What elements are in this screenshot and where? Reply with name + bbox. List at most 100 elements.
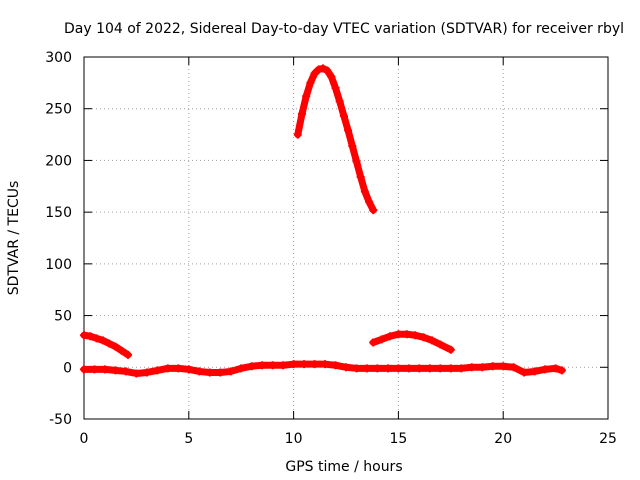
data-point	[297, 109, 306, 118]
data-point	[318, 64, 327, 73]
data-point	[306, 78, 315, 87]
data-point	[402, 330, 411, 339]
data-point	[383, 364, 392, 373]
data-point	[323, 66, 332, 75]
data-point	[153, 366, 162, 375]
x-tick-label: 25	[599, 431, 617, 447]
data-point	[419, 333, 428, 342]
data-point	[92, 334, 101, 343]
data-point	[105, 339, 114, 348]
data-point	[509, 363, 518, 372]
x-tick-label: 10	[285, 431, 303, 447]
data-point	[362, 364, 371, 373]
data-point	[342, 363, 350, 372]
data-point	[268, 361, 277, 370]
data-point	[80, 331, 88, 340]
data-point	[86, 332, 95, 341]
data-point	[530, 367, 539, 376]
tick-labels: 0 5 10 15 20 25 -50 0 50 100 150 200 250 300	[45, 50, 617, 447]
series-baseline	[80, 360, 566, 378]
data-point	[499, 362, 508, 371]
data-point	[446, 364, 455, 373]
data-point	[216, 368, 225, 377]
data-point	[327, 72, 336, 81]
data-point	[331, 84, 340, 93]
data-point	[205, 368, 214, 377]
data-point	[436, 364, 445, 373]
data-point	[142, 368, 151, 377]
data-point	[258, 361, 267, 370]
data-point	[356, 172, 365, 181]
data-point	[557, 366, 566, 375]
data-point	[195, 367, 204, 376]
series-mid-arc	[369, 330, 455, 354]
data-point	[100, 365, 109, 374]
data-point	[446, 345, 455, 354]
data-marks	[80, 64, 566, 378]
data-point	[365, 197, 374, 206]
data-point	[111, 366, 120, 375]
data-point	[310, 69, 319, 78]
data-point	[339, 111, 348, 120]
y-tick-label: 250	[45, 102, 72, 118]
series-trace	[369, 330, 455, 354]
x-axis-title: GPS time / hours	[285, 459, 402, 475]
data-point	[369, 338, 378, 347]
data-point	[279, 361, 288, 370]
x-tick-label: 5	[184, 431, 193, 447]
data-point	[226, 367, 235, 376]
data-point	[300, 360, 309, 369]
y-tick-label: 0	[63, 360, 72, 376]
data-point	[163, 364, 172, 373]
y-tick-label: 300	[45, 50, 72, 66]
chart-title: Day 104 of 2022, Sidereal Day-to-day VTE…	[64, 21, 624, 37]
data-point	[314, 65, 323, 74]
data-point	[427, 336, 436, 345]
data-point	[335, 97, 344, 106]
y-tick-label: 150	[45, 205, 72, 221]
data-point	[331, 361, 340, 370]
data-point	[520, 368, 529, 377]
data-point	[404, 364, 413, 373]
data-point	[467, 363, 476, 372]
grid	[84, 57, 608, 419]
data-point	[184, 365, 193, 374]
series-high-arc	[293, 64, 378, 215]
data-point	[80, 365, 88, 374]
data-point	[348, 141, 357, 150]
data-point	[478, 363, 487, 372]
data-point	[488, 362, 497, 371]
data-point	[425, 364, 434, 373]
data-point	[369, 206, 378, 215]
data-point	[90, 365, 99, 374]
data-point	[394, 330, 403, 339]
plot-frame	[83, 56, 609, 420]
y-axis-title: SDTVAR / TECUs	[6, 181, 22, 296]
data-point	[121, 367, 130, 376]
x-tick-label: 15	[389, 431, 407, 447]
data-point	[551, 364, 560, 373]
data-point	[436, 340, 445, 349]
data-point	[415, 364, 424, 373]
y-tick-label: 200	[45, 153, 72, 169]
data-point	[344, 126, 353, 135]
data-point	[302, 92, 311, 101]
data-point	[411, 331, 420, 340]
data-point	[457, 364, 466, 373]
data-point	[132, 369, 141, 378]
data-point	[174, 364, 183, 373]
y-tick-label: 100	[45, 257, 72, 273]
data-point	[117, 346, 126, 355]
data-point	[124, 350, 133, 359]
data-point	[352, 157, 361, 166]
x-tick-label: 20	[494, 431, 512, 447]
data-point	[394, 364, 403, 373]
data-point	[310, 360, 319, 369]
data-point	[373, 364, 382, 373]
x-tick-label: 0	[80, 431, 89, 447]
data-point	[352, 364, 361, 373]
data-point	[289, 360, 298, 369]
y-tick-label: 50	[54, 309, 72, 325]
data-point	[247, 362, 256, 371]
